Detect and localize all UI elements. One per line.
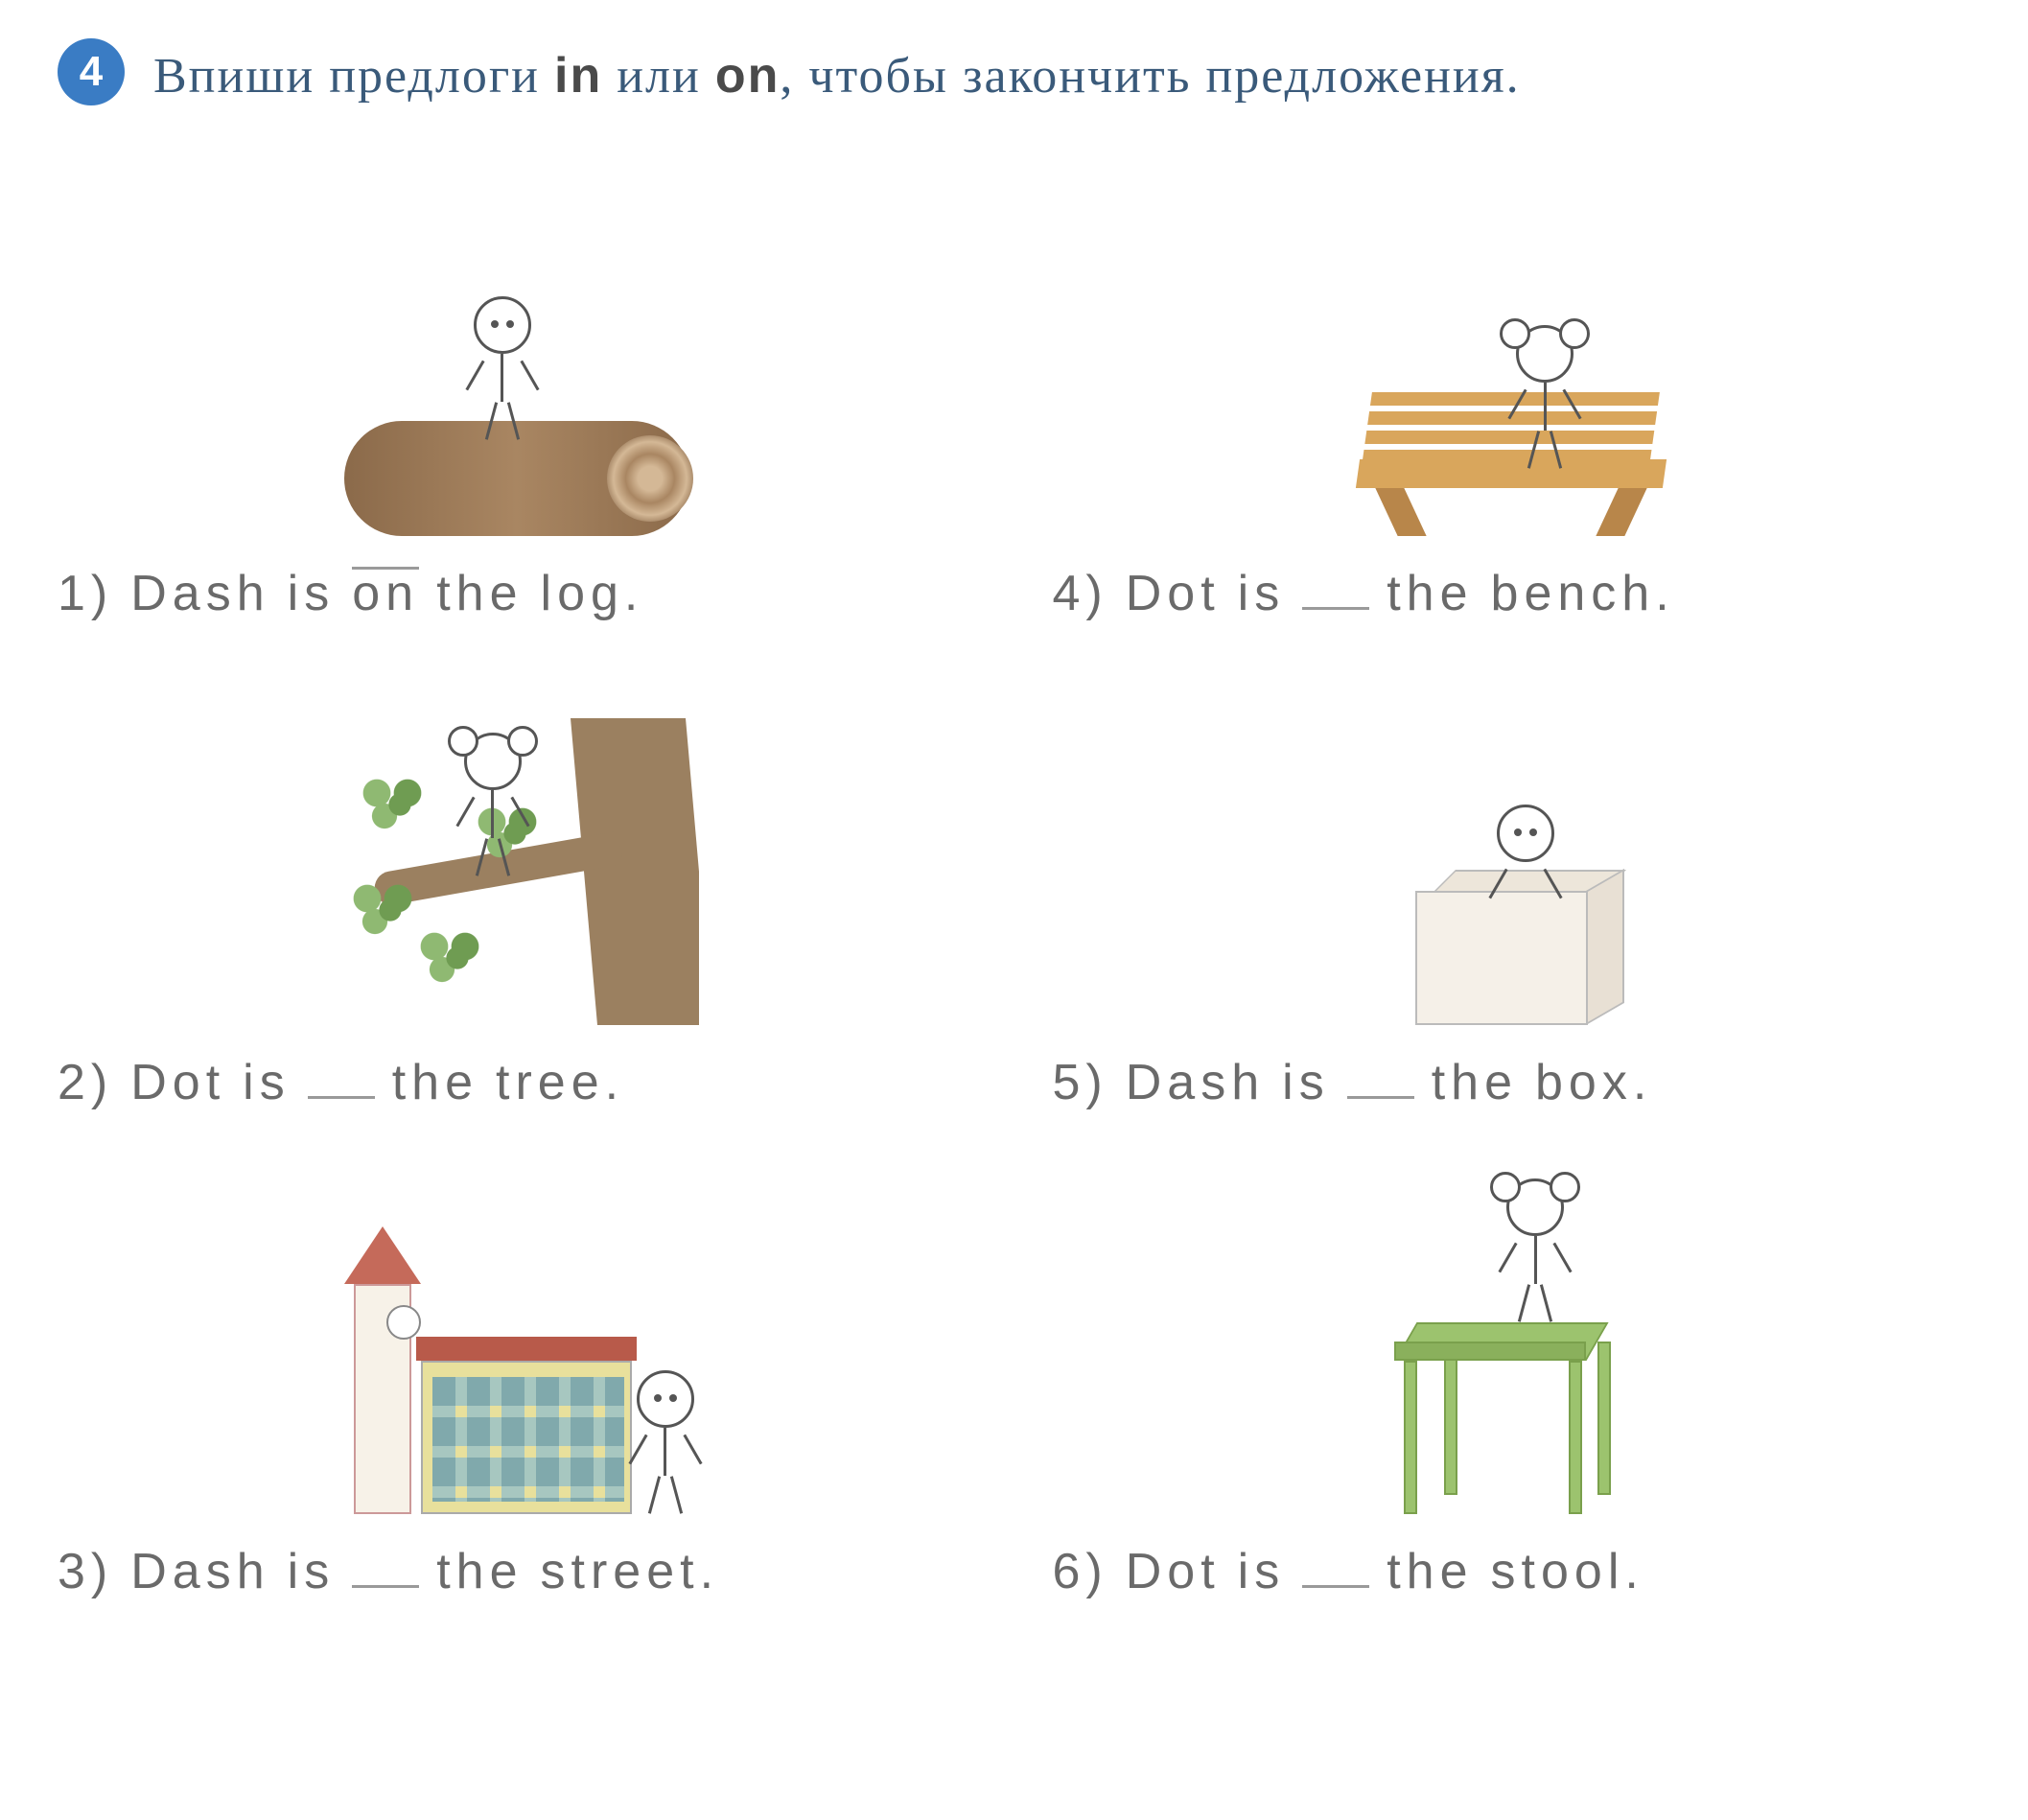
blank-input-6[interactable]: [1302, 1583, 1369, 1588]
illustration-tree: [58, 661, 976, 1025]
preposition-in: in: [554, 48, 602, 104]
sentence-4: 4) Dot is the bench.: [1053, 565, 1675, 622]
sentence-number: 1): [58, 565, 113, 622]
exercise-item-6: 6) Dot is the stool.: [1053, 1150, 1971, 1600]
word: box.: [1535, 1054, 1652, 1111]
word: log.: [541, 565, 644, 622]
exercise-item-5: 5) Dash is the box.: [1053, 661, 1971, 1111]
illustration-stool: [1053, 1150, 1971, 1514]
exercise-number: 4: [80, 48, 103, 96]
word: stool.: [1491, 1543, 1644, 1600]
sentence-number: 6): [1053, 1543, 1108, 1600]
word: the: [1387, 1543, 1473, 1600]
word: bench.: [1491, 565, 1675, 622]
blank-input-1[interactable]: on: [352, 565, 419, 570]
word: is: [1238, 565, 1286, 622]
sentence-2: 2) Dot is the tree.: [58, 1054, 624, 1111]
sentence-5: 5) Dash is the box.: [1053, 1054, 1653, 1111]
exercise-item-4: 4) Dot is the bench.: [1053, 172, 1971, 622]
word: tree.: [496, 1054, 624, 1111]
word: is: [243, 1054, 291, 1111]
word: street.: [541, 1543, 720, 1600]
sentence-number: 5): [1053, 1054, 1108, 1111]
instruction-text: Впиши предлоги in или on, чтобы закончит…: [153, 38, 1521, 114]
illustration-bench: [1053, 172, 1971, 536]
word: Dash: [130, 1543, 269, 1600]
word: is: [1282, 1054, 1330, 1111]
blank-input-4[interactable]: [1302, 605, 1369, 610]
instruction-part3: , чтобы закончить предложения.: [780, 49, 1520, 104]
sentence-3: 3) Dash is the street.: [58, 1543, 719, 1600]
sentence-number: 2): [58, 1054, 113, 1111]
word: Dot: [1126, 1543, 1221, 1600]
word: the: [392, 1054, 478, 1111]
sentence-6: 6) Dot is the stool.: [1053, 1543, 1644, 1600]
word: the: [1432, 1054, 1518, 1111]
word: is: [288, 565, 336, 622]
illustration-street: [58, 1150, 976, 1514]
exercise-header: 4 Впиши предлоги in или on, чтобы законч…: [58, 38, 1970, 114]
word: the: [436, 1543, 523, 1600]
sentence-1: 1) Dash is on the log.: [58, 565, 643, 622]
illustration-log: [58, 172, 976, 536]
sentence-number: 3): [58, 1543, 113, 1600]
exercises-grid: 1) Dash is on the log.: [58, 172, 1970, 1600]
word: is: [1238, 1543, 1286, 1600]
blank-input-5[interactable]: [1347, 1094, 1414, 1099]
word: the: [1387, 565, 1473, 622]
word: is: [288, 1543, 336, 1600]
word: Dash: [1126, 1054, 1265, 1111]
illustration-box: [1053, 661, 1971, 1025]
preposition-on: on: [715, 48, 781, 104]
blank-input-2[interactable]: [308, 1094, 375, 1099]
exercise-item-2: 2) Dot is the tree.: [58, 661, 976, 1111]
word: Dot: [130, 1054, 225, 1111]
word: Dot: [1126, 565, 1221, 622]
word: the: [436, 565, 523, 622]
instruction-part2: или: [617, 49, 701, 104]
blank-input-3[interactable]: [352, 1583, 419, 1588]
sentence-number: 4): [1053, 565, 1108, 622]
exercise-item-1: 1) Dash is on the log.: [58, 172, 976, 622]
instruction-part1: Впиши предлоги: [153, 49, 540, 104]
exercise-item-3: 3) Dash is the street.: [58, 1150, 976, 1600]
word: Dash: [130, 565, 269, 622]
exercise-number-badge: 4: [58, 38, 125, 105]
